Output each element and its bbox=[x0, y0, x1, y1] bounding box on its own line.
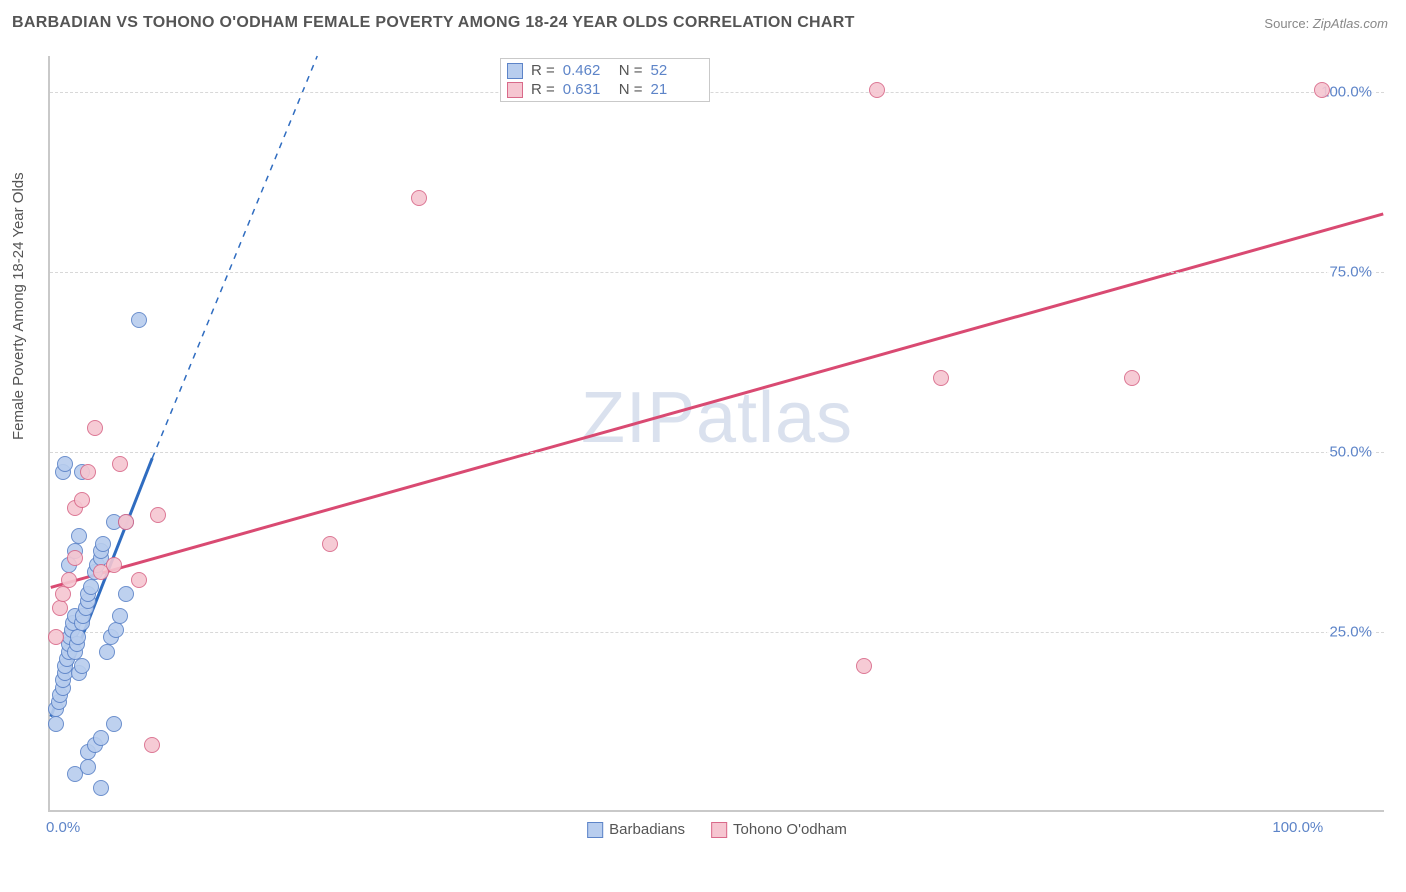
regression-lines-layer bbox=[50, 56, 1384, 810]
data-point bbox=[93, 780, 109, 796]
watermark-text: ZIPatlas bbox=[581, 377, 853, 459]
gridline-h bbox=[50, 452, 1384, 453]
x-tick-label: 0.0% bbox=[46, 819, 80, 836]
data-point bbox=[71, 528, 87, 544]
data-point bbox=[61, 572, 77, 588]
plot-area: ZIPatlas 25.0%50.0%75.0%100.0%0.0%100.0%… bbox=[48, 56, 1384, 812]
gridline-h bbox=[50, 92, 1384, 93]
data-point bbox=[411, 190, 427, 206]
data-point bbox=[112, 456, 128, 472]
data-point bbox=[131, 312, 147, 328]
data-point bbox=[856, 658, 872, 674]
data-point bbox=[118, 514, 134, 530]
data-point bbox=[144, 737, 160, 753]
data-point bbox=[95, 536, 111, 552]
data-point bbox=[1124, 370, 1140, 386]
data-point bbox=[87, 420, 103, 436]
data-point bbox=[322, 536, 338, 552]
legend-item: Tohono O'odham bbox=[711, 821, 847, 838]
data-point bbox=[112, 608, 128, 624]
gridline-h bbox=[50, 632, 1384, 633]
source-attribution: Source: ZipAtlas.com bbox=[1264, 16, 1388, 31]
data-point bbox=[52, 600, 68, 616]
source-value: ZipAtlas.com bbox=[1313, 16, 1388, 31]
data-point bbox=[70, 629, 86, 645]
legend-swatch bbox=[507, 63, 523, 79]
stat-row: R = 0.462 N = 52 bbox=[501, 61, 709, 80]
stat-r-label: R = bbox=[531, 62, 555, 79]
data-point bbox=[74, 492, 90, 508]
x-tick-label: 100.0% bbox=[1272, 819, 1323, 836]
plot-inner: ZIPatlas 25.0%50.0%75.0%100.0%0.0%100.0% bbox=[50, 56, 1384, 810]
y-tick-label: 50.0% bbox=[1327, 444, 1374, 461]
legend-swatch bbox=[587, 822, 603, 838]
data-point bbox=[118, 586, 134, 602]
stat-n-value: 52 bbox=[651, 62, 699, 79]
data-point bbox=[933, 370, 949, 386]
stat-r-value: 0.462 bbox=[563, 62, 611, 79]
data-point bbox=[93, 730, 109, 746]
y-axis-label: Female Poverty Among 18-24 Year Olds bbox=[10, 172, 27, 440]
data-point bbox=[869, 82, 885, 98]
gridline-h bbox=[50, 272, 1384, 273]
stat-r-value: 0.631 bbox=[563, 81, 611, 98]
source-label: Source: bbox=[1264, 16, 1309, 31]
legend-swatch bbox=[507, 82, 523, 98]
data-point bbox=[48, 629, 64, 645]
legend: Barbadians Tohono O'odham bbox=[587, 821, 847, 838]
data-point bbox=[80, 759, 96, 775]
legend-label: Tohono O'odham bbox=[733, 821, 847, 838]
chart-title: BARBADIAN VS TOHONO O'ODHAM FEMALE POVER… bbox=[12, 14, 855, 32]
legend-swatch bbox=[711, 822, 727, 838]
data-point bbox=[83, 579, 99, 595]
y-tick-label: 75.0% bbox=[1327, 264, 1374, 281]
legend-item: Barbadians bbox=[587, 821, 685, 838]
statistics-box: R = 0.462 N = 52 R = 0.631 N = 21 bbox=[500, 58, 710, 102]
data-point bbox=[74, 658, 90, 674]
data-point bbox=[131, 572, 147, 588]
stat-row: R = 0.631 N = 21 bbox=[501, 80, 709, 99]
data-point bbox=[55, 586, 71, 602]
data-point bbox=[1314, 82, 1330, 98]
data-point bbox=[150, 507, 166, 523]
data-point bbox=[80, 464, 96, 480]
stat-n-label: N = bbox=[619, 81, 643, 98]
data-point bbox=[99, 644, 115, 660]
stat-n-label: N = bbox=[619, 62, 643, 79]
y-tick-label: 25.0% bbox=[1327, 624, 1374, 641]
legend-label: Barbadians bbox=[609, 821, 685, 838]
data-point bbox=[67, 550, 83, 566]
data-point bbox=[106, 716, 122, 732]
data-point bbox=[48, 716, 64, 732]
data-point bbox=[57, 456, 73, 472]
chart-container: BARBADIAN VS TOHONO O'ODHAM FEMALE POVER… bbox=[0, 0, 1406, 892]
data-point bbox=[106, 557, 122, 573]
data-point bbox=[108, 622, 124, 638]
stat-r-label: R = bbox=[531, 81, 555, 98]
stat-n-value: 21 bbox=[651, 81, 699, 98]
